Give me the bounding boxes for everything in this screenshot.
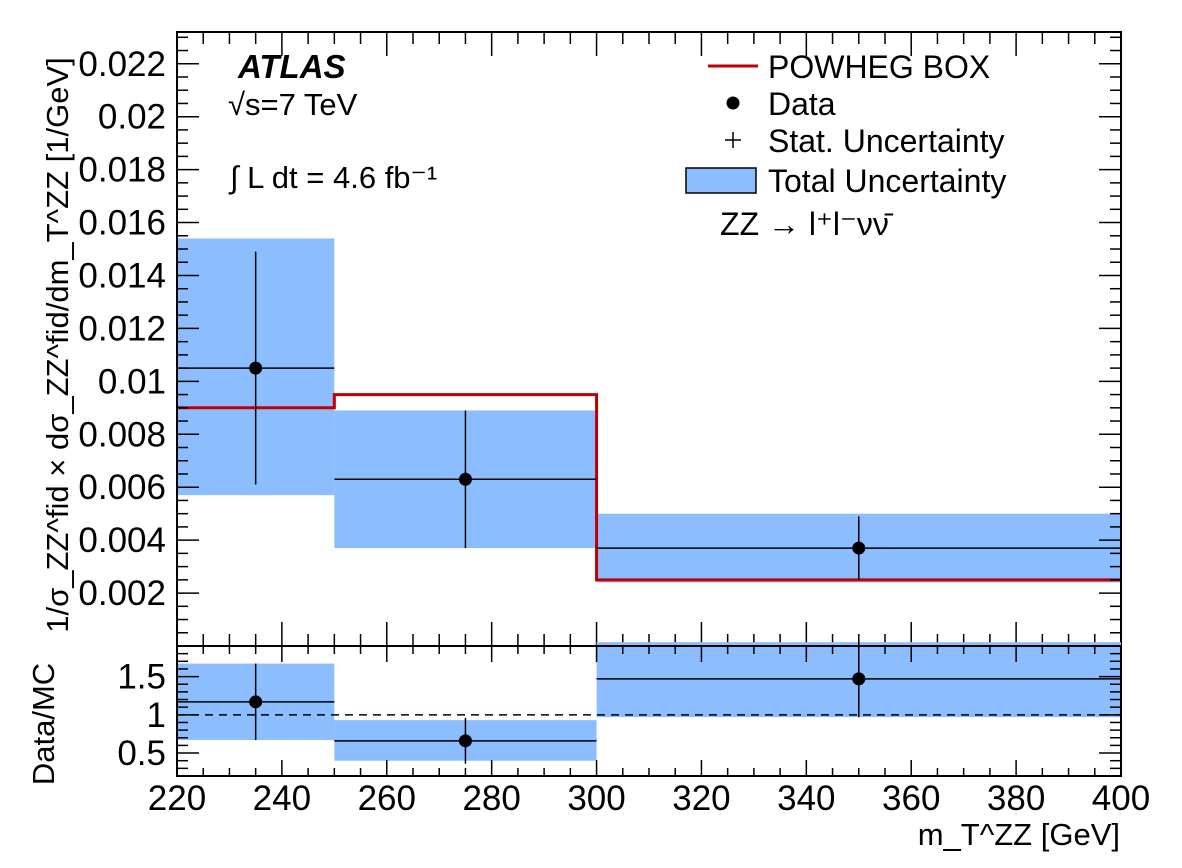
legend-total-swatch (685, 167, 757, 194)
energy-label: √s=7 TeV (228, 87, 358, 122)
y-tick-label: 0.018 (78, 151, 166, 190)
y-tick-label: 0.014 (78, 256, 166, 295)
main-mc-prediction (177, 393, 1121, 582)
x-tick-label: 300 (567, 779, 625, 818)
y-tick-label: 0.006 (78, 468, 166, 507)
x-tick-label: 280 (462, 779, 520, 818)
x-tick-label: 220 (148, 779, 206, 818)
x-tick-label: 340 (777, 779, 835, 818)
legend-entry-mc: POWHEG BOX (768, 49, 990, 85)
y-tick-label: 0.022 (78, 45, 166, 84)
x-tick-label: 360 (882, 779, 940, 818)
y-tick-label: 0.01 (98, 362, 166, 401)
x-tick-label: 260 (358, 779, 416, 818)
y-tick-label: 0.012 (78, 309, 166, 348)
ratio-point (458, 734, 472, 748)
x-axis-label: m_T^ZZ [GeV] (918, 817, 1120, 852)
x-tick-label: 380 (987, 779, 1045, 818)
y-tick-label: 1.5 (117, 658, 166, 697)
main-uncertainty-bands (177, 238, 1121, 583)
data-point (458, 472, 472, 486)
main-data-points (177, 251, 1121, 580)
data-point (249, 361, 263, 375)
y-tick-label: 0.5 (117, 734, 166, 773)
legend-entry-stat: Stat. Uncertainty (768, 123, 1005, 159)
ratio-axes: 0.511.5 220 240 260 280 300 320 340 360 380 400 (117, 645, 1150, 818)
channel-label: ZZ → l⁺l⁻νν̄ (720, 206, 894, 242)
main-y-axis-label: 1/σ_ZZ^fid × dσ_ZZ^fid/dm_T^ZZ [1/GeV] (40, 57, 75, 632)
x-tick-label: 240 (253, 779, 311, 818)
ratio-point (852, 672, 866, 686)
data-point (852, 541, 866, 555)
ratio-y-axis-label: Data/MC (26, 663, 61, 785)
powheg-step-line (177, 393, 1121, 582)
main-axes: 0.002 0.004 0.006 0.008 0.01 0.012 0.014 0.016 0… (78, 31, 1122, 647)
experiment-label: ATLAS (237, 48, 346, 85)
y-tick-label: 0.008 (78, 415, 166, 454)
x-tick-label: 320 (672, 779, 730, 818)
legend-entry-data: Data (768, 86, 836, 122)
y-tick-label: 0.016 (78, 204, 166, 243)
ratio-data-points (177, 640, 1121, 764)
y-tick-label: 0.004 (78, 521, 166, 560)
y-tick-label: 1 (147, 696, 166, 735)
y-tick-label: 0.002 (78, 574, 166, 613)
legend-data-marker (726, 96, 740, 110)
legend: POWHEG BOX Data Stat. Uncertainty Total … (685, 49, 1006, 242)
y-tick-label: 0.02 (98, 98, 166, 137)
luminosity-label: ∫ L dt = 4.6 fb⁻¹ (228, 160, 437, 195)
ratio-point (249, 695, 263, 709)
x-tick-label: 400 (1092, 779, 1150, 818)
legend-entry-total: Total Uncertainty (768, 163, 1006, 199)
